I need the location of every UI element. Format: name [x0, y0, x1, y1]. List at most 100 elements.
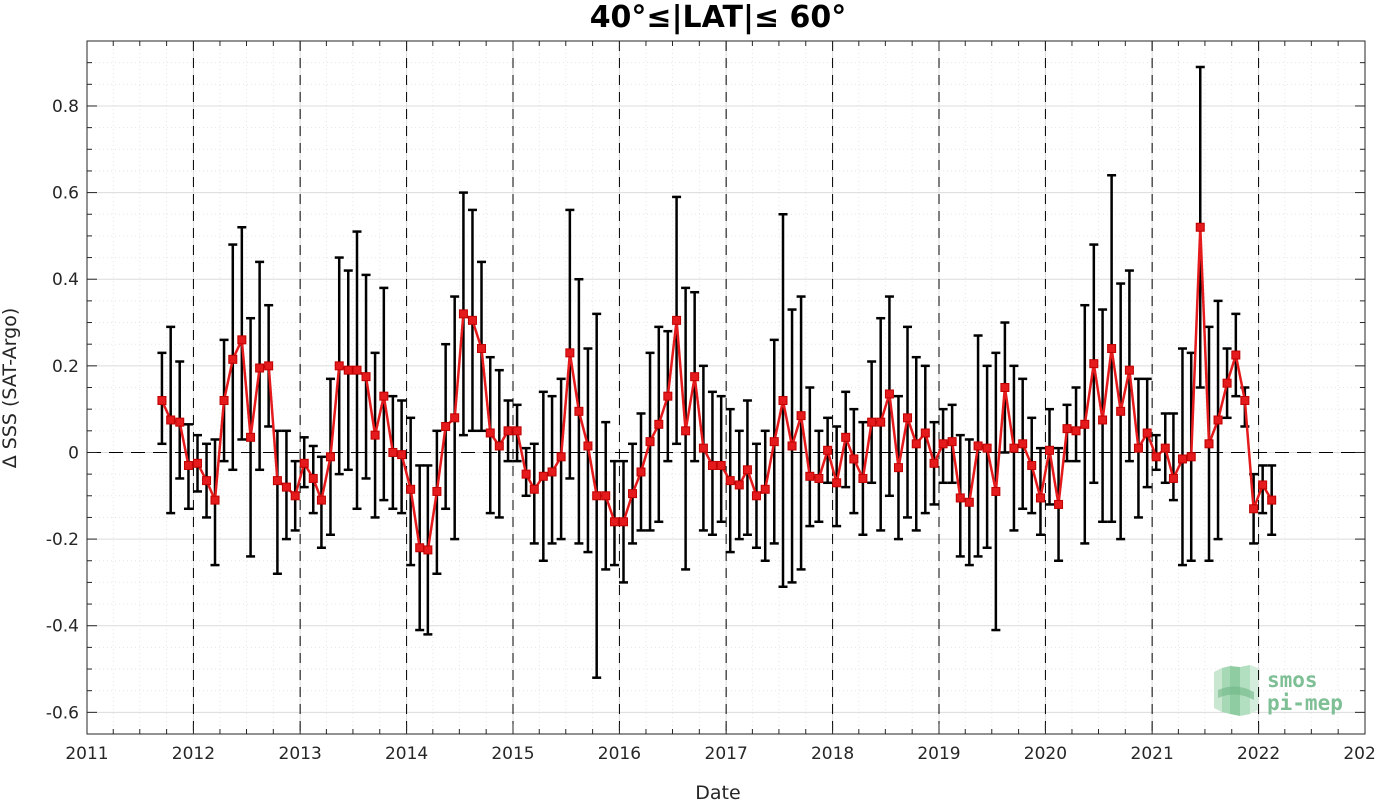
- data-point-marker: [823, 445, 833, 455]
- data-point-marker: [388, 447, 398, 457]
- data-point-marker: [361, 372, 371, 382]
- x-tick-label: 2017: [705, 744, 748, 764]
- data-point-marker: [219, 395, 229, 405]
- data-point-marker: [973, 441, 983, 451]
- data-point-marker: [432, 486, 442, 496]
- data-point-marker: [547, 467, 557, 477]
- error-bar: [832, 425, 842, 528]
- data-point-marker: [529, 484, 539, 494]
- data-point-marker: [1168, 473, 1178, 483]
- data-point-marker: [742, 465, 752, 475]
- data-point-marker: [255, 363, 265, 373]
- error-bar: [796, 295, 806, 571]
- data-point-marker: [938, 439, 948, 449]
- data-point-marker: [796, 411, 806, 421]
- data-point-marker: [583, 441, 593, 451]
- year-marker-lines: [192, 41, 1260, 734]
- error-bar: [565, 208, 575, 480]
- y-tick-labels: -0.6 -0.4 -0.2 0 0.2 0.4 0.6 0.8: [46, 97, 79, 723]
- data-point-marker: [760, 484, 770, 494]
- data-point-marker: [379, 391, 389, 401]
- logo-mark-icon: [1214, 665, 1258, 716]
- data-point-marker: [619, 517, 629, 527]
- logo-text-pi-mep: pi-mep: [1267, 691, 1343, 715]
- data-point-marker: [538, 471, 548, 481]
- data-point-marker: [858, 473, 868, 483]
- data-point-marker: [636, 467, 646, 477]
- data-point-marker: [281, 482, 291, 492]
- data-point-marker: [343, 365, 353, 375]
- x-tick-label: 2023: [1343, 744, 1375, 764]
- data-point-marker: [512, 426, 522, 436]
- data-point-marker: [574, 406, 584, 416]
- x-tick-label: 2016: [598, 744, 641, 764]
- data-point-marker: [521, 469, 531, 479]
- data-point-marker: [707, 460, 717, 470]
- data-point-marker: [1213, 415, 1223, 425]
- data-point-marker: [370, 430, 380, 440]
- y-tick-label: -0.2: [46, 530, 79, 550]
- data-point-marker: [654, 419, 664, 429]
- data-point-marker: [166, 415, 176, 425]
- smos-pi-mep-logo: smos pi-mep: [1214, 665, 1343, 716]
- data-point-marker: [1249, 504, 1259, 514]
- error-bar: [237, 225, 247, 441]
- data-point-marker: [316, 495, 326, 505]
- data-point-marker: [157, 395, 167, 405]
- error-bar: [805, 386, 815, 528]
- data-point-marker: [805, 471, 815, 481]
- y-tick-label: 0.8: [52, 97, 79, 117]
- data-point-marker: [832, 478, 842, 488]
- data-point-marker: [1186, 452, 1196, 462]
- data-point-marker: [228, 354, 238, 364]
- data-point-marker: [202, 476, 212, 486]
- data-point-marker: [601, 491, 611, 501]
- data-point-marker: [272, 476, 282, 486]
- data-point-marker: [841, 432, 851, 442]
- x-tick-label: 2013: [279, 744, 322, 764]
- y-tick-label: -0.6: [46, 703, 79, 723]
- data-point-marker: [458, 309, 468, 319]
- y-tick-label: 0: [68, 443, 79, 463]
- series-markers: [157, 222, 1277, 555]
- data-point-marker: [334, 361, 344, 371]
- data-point-marker: [397, 450, 407, 460]
- data-point-marker: [911, 439, 921, 449]
- x-tick-label: 2022: [1237, 744, 1280, 764]
- error-bar: [1168, 412, 1178, 502]
- data-point-marker: [1204, 439, 1214, 449]
- data-point-marker: [308, 473, 318, 483]
- data-point-marker: [1133, 443, 1143, 453]
- error-bar: [609, 459, 619, 567]
- data-point-marker: [778, 395, 788, 405]
- y-tick-label: 0.2: [52, 357, 79, 377]
- data-point-marker: [290, 491, 300, 501]
- chart-title: 40°≤|LAT|≤ 60°: [590, 0, 847, 35]
- data-point-marker: [903, 413, 913, 423]
- data-point-marker: [415, 543, 425, 553]
- data-point-marker: [1071, 426, 1081, 436]
- error-bar: [716, 394, 726, 524]
- data-point-marker: [477, 344, 487, 354]
- data-point-marker: [814, 473, 824, 483]
- data-point-marker: [1124, 365, 1134, 375]
- data-point-marker: [1062, 424, 1072, 434]
- data-point-marker: [663, 391, 673, 401]
- data-point-marker: [867, 417, 877, 427]
- data-point-marker: [1027, 460, 1037, 470]
- y-tick-label: 0.4: [52, 270, 79, 290]
- data-point-marker: [1054, 499, 1064, 509]
- data-point-marker: [210, 495, 220, 505]
- data-point-marker: [1080, 419, 1090, 429]
- data-point-marker: [325, 452, 335, 462]
- x-tick-label: 2012: [172, 744, 215, 764]
- data-point-marker: [1222, 378, 1232, 388]
- data-point-marker: [1231, 350, 1241, 360]
- error-bar: [760, 429, 770, 562]
- data-point-marker: [672, 315, 682, 325]
- x-tick-label: 2015: [491, 744, 534, 764]
- y-axis-label: Δ SSS (SAT-Argo): [0, 308, 21, 468]
- data-point-marker: [725, 476, 735, 486]
